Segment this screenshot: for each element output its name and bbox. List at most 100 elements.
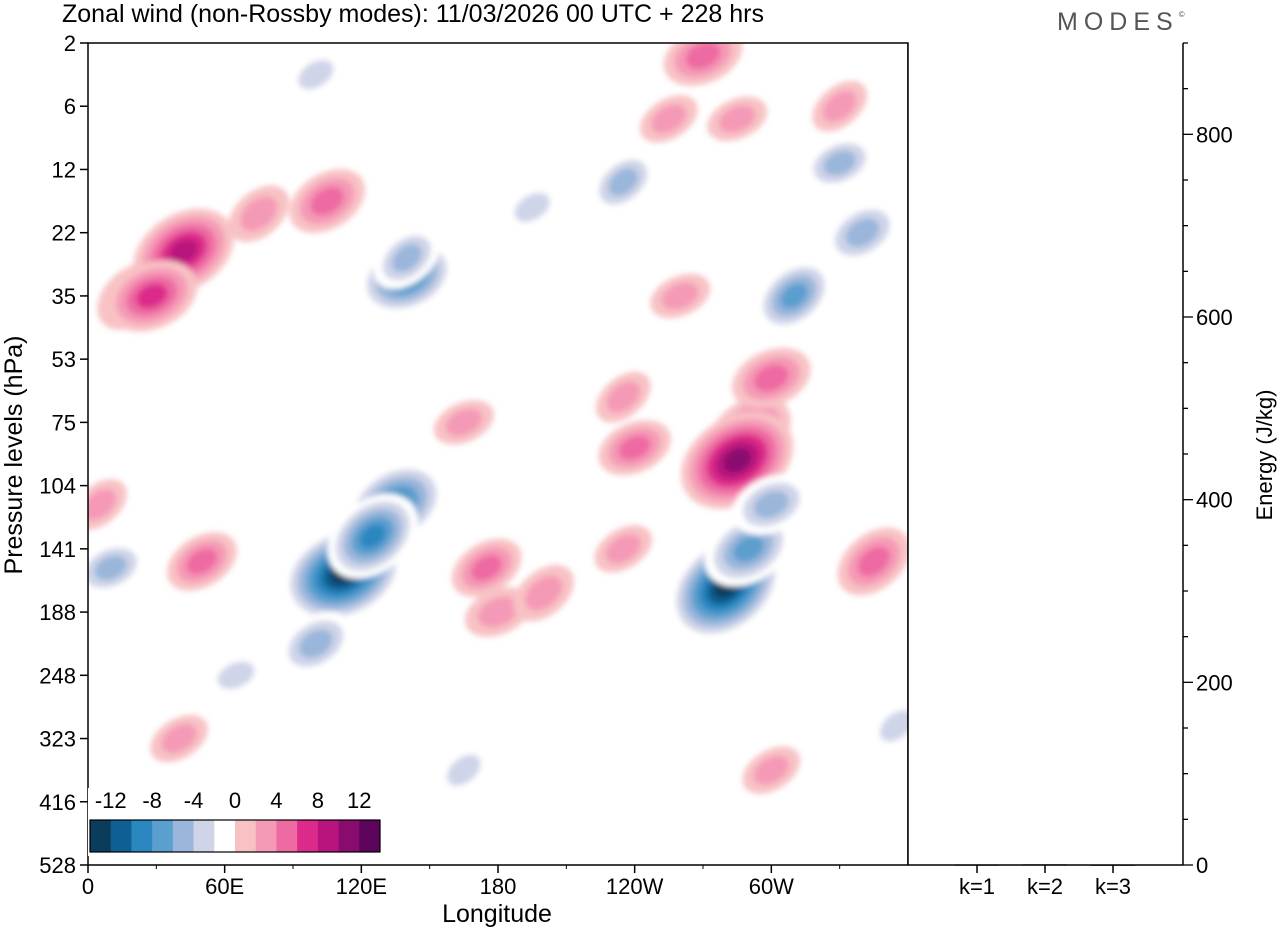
contour-cell (879, 710, 908, 742)
colorbar-label: -8 (142, 788, 162, 813)
colorbar-label: 12 (347, 788, 371, 813)
contour-cell (310, 186, 344, 216)
colorbar-swatch (152, 820, 174, 852)
y-tick-label: 2 (64, 31, 76, 56)
colorbar-swatch (172, 820, 195, 852)
x-tick-label: 180 (480, 874, 517, 899)
energy-tick-label: 200 (1196, 670, 1233, 695)
contour-cell (186, 548, 218, 575)
energy-category-label: k=3 (1095, 874, 1131, 899)
contour-cell (359, 524, 386, 549)
y-tick-label: 104 (39, 474, 76, 499)
contour-cell (822, 90, 857, 122)
colorbar: -12 -8 -4 0 4 8 12 (88, 788, 382, 856)
contour-cell (733, 535, 764, 562)
x-tick-label: 0 (82, 874, 94, 899)
contour-cell (845, 218, 880, 247)
contour-cell (471, 554, 503, 581)
contour-cell (514, 192, 550, 222)
contour-cell (753, 491, 789, 519)
colorbar-label: -4 (184, 788, 204, 813)
energy-tick-label: 800 (1196, 122, 1233, 147)
energy-tick-label: 600 (1196, 305, 1233, 330)
contour-cell (392, 244, 422, 272)
colorbar-swatch (193, 820, 215, 852)
y-tick-label: 35 (52, 284, 76, 309)
energy-category-label: k=1 (959, 874, 995, 899)
x-tick-label: 120W (606, 874, 664, 899)
y-tick-label: 416 (39, 790, 76, 815)
x-tick-label: 60E (205, 874, 244, 899)
contour-cell (161, 723, 197, 754)
contour-cell (445, 408, 483, 437)
contour-cell (753, 364, 789, 392)
longitude-axis: 0 60E 120E 180 120W 60W (82, 865, 841, 899)
brand-name: MODES (1057, 8, 1179, 36)
contour-cell (661, 282, 699, 310)
energy-panel (908, 43, 1183, 865)
colorbar-frame (89, 819, 381, 853)
contour-cell (240, 196, 278, 232)
contour-cell (651, 104, 687, 134)
y-tick-label: 22 (52, 221, 76, 246)
contour-cell (618, 435, 651, 460)
y-axis-label: Pressure levels (hPa) (0, 336, 28, 575)
energy-bar (1023, 864, 1067, 866)
energy-tick-label: 400 (1196, 488, 1233, 513)
contour-cell (298, 60, 334, 90)
colorbar-swatch (235, 820, 257, 852)
y-tick-label: 323 (39, 727, 76, 752)
modes-logo: MODES© (1057, 8, 1185, 37)
colorbar-label: 4 (270, 788, 282, 813)
y-tick-label: 141 (39, 537, 76, 562)
contour-cell (605, 534, 641, 564)
contour-cell (298, 629, 333, 658)
contour-cell (94, 555, 127, 581)
colorbar-label: -12 (95, 788, 127, 813)
y-tick-label: 53 (52, 347, 76, 372)
contour-cell (685, 43, 721, 70)
y-tick-label: 6 (64, 94, 76, 119)
colorbar-label: 0 (229, 788, 241, 813)
contour-blobs (88, 43, 908, 796)
x-tick-label: 60W (749, 874, 794, 899)
contour-cell (477, 596, 519, 628)
pressure-axis: 2 6 12 22 35 53 75 104 141 188 248 323 416 528 (39, 31, 88, 878)
contour-cell (447, 754, 481, 786)
contour-field (88, 43, 908, 796)
colorbar-swatch (255, 820, 277, 852)
y-tick-label: 12 (52, 157, 76, 182)
energy-axis-label: Energy (J/kg) (1252, 390, 1277, 521)
contour-cell (753, 755, 790, 785)
y-tick-label: 75 (52, 410, 76, 435)
contour-cell (217, 661, 255, 689)
contour-cell (608, 168, 639, 196)
colorbar-swatch (110, 820, 132, 852)
energy-category-label: k=2 (1027, 874, 1063, 899)
contour-cell (135, 283, 168, 309)
contour-cell (606, 381, 641, 413)
energy-axis: 0 200 400 600 800 (1183, 42, 1233, 878)
y-tick-label: 248 (39, 663, 76, 688)
contour-cell (88, 489, 117, 521)
colorbar-swatch (276, 820, 298, 852)
colorbar-label: 8 (312, 788, 324, 813)
colorbar-swatch (338, 820, 360, 852)
x-tick-label: 120E (336, 874, 387, 899)
contour-cell (524, 575, 563, 611)
y-tick-label: 528 (39, 853, 76, 878)
contour-cell (823, 150, 856, 176)
colorbar-swatch (214, 820, 236, 852)
energy-bars: k=1 k=2 k=3 (955, 864, 1135, 899)
energy-tick-label: 0 (1196, 853, 1208, 878)
contour-cell (723, 448, 751, 473)
contour-cell (780, 283, 808, 309)
contour-cell (857, 546, 890, 577)
brand-mark: © (1178, 10, 1185, 19)
contour-cell (718, 105, 756, 133)
x-axis-label: Longitude (442, 900, 552, 928)
colorbar-swatch (359, 820, 381, 852)
colorbar-swatch (297, 820, 319, 852)
chart-title: Zonal wind (non-Rossby modes): 11/03/202… (62, 0, 764, 28)
